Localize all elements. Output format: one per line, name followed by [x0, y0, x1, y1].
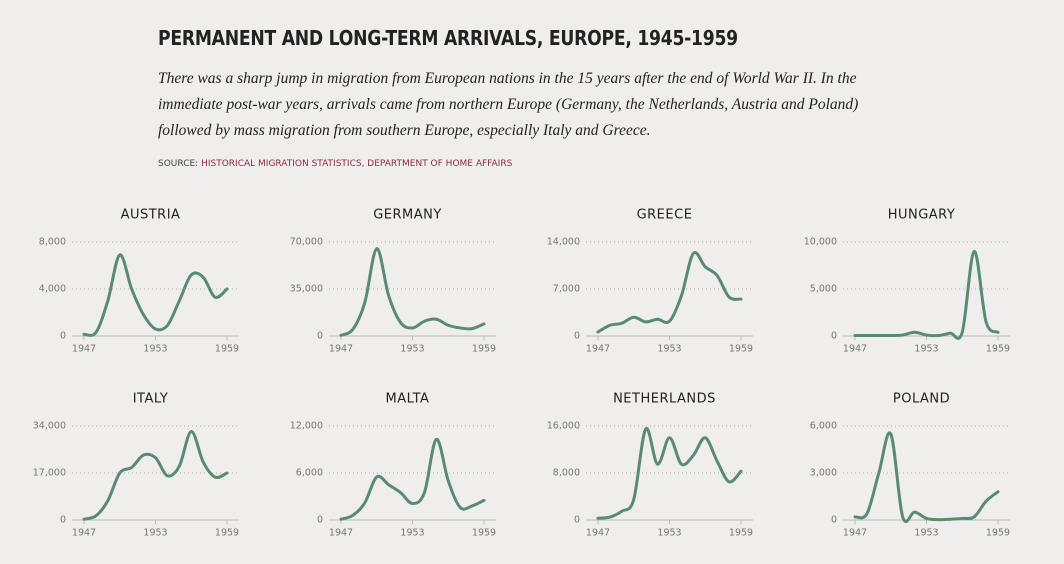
- chart-title: POLAND: [893, 392, 950, 407]
- y-tick-label: 5,000: [810, 284, 837, 295]
- chart-title: NETHERLANDS: [613, 392, 716, 407]
- data-line: [853, 249, 1000, 340]
- y-tick-label: 0: [317, 515, 323, 526]
- x-tick-label: 1953: [914, 344, 938, 355]
- y-tick-label: 0: [317, 331, 323, 342]
- data-line: [339, 437, 486, 521]
- chart-title: MALTA: [386, 392, 430, 407]
- x-tick-label: 1959: [472, 344, 496, 355]
- chart-title: GERMANY: [373, 208, 442, 223]
- x-tick-label: 1959: [986, 528, 1010, 539]
- data-line: [596, 427, 743, 520]
- x-tick-label: 1947: [586, 344, 610, 355]
- y-tick-label: 0: [574, 515, 580, 526]
- x-tick-label: 1953: [143, 344, 167, 355]
- y-tick-label: 17,000: [33, 468, 66, 479]
- y-tick-label: 0: [574, 331, 580, 342]
- subtitle: There was a sharp jump in migration from…: [158, 70, 859, 139]
- y-tick-label: 34,000: [33, 421, 66, 432]
- y-tick-label: 0: [831, 515, 837, 526]
- x-tick-label: 1947: [72, 528, 96, 539]
- x-tick-label: 1959: [472, 528, 496, 539]
- y-tick-label: 0: [831, 331, 837, 342]
- x-tick-label: 1959: [986, 344, 1010, 355]
- x-tick-label: 1959: [215, 344, 239, 355]
- x-tick-label: 1953: [657, 528, 681, 539]
- y-tick-label: 70,000: [290, 237, 323, 248]
- y-tick-label: 4,000: [39, 284, 66, 295]
- y-tick-label: 6,000: [810, 421, 837, 432]
- y-tick-label: 8,000: [39, 237, 66, 248]
- x-tick-label: 1959: [215, 528, 239, 539]
- source: SOURCE: HISTORICAL MIGRATION STATISTICS,…: [158, 159, 512, 169]
- y-tick-label: 6,000: [296, 468, 323, 479]
- data-line: [339, 247, 486, 337]
- x-tick-label: 1953: [400, 344, 424, 355]
- x-tick-label: 1947: [843, 344, 867, 355]
- y-tick-label: 3,000: [810, 468, 837, 479]
- x-tick-label: 1947: [843, 528, 867, 539]
- data-line: [853, 431, 1000, 524]
- title: PERMANENT AND LONG-TERM ARRIVALS, EUROPE…: [158, 26, 738, 50]
- source-link[interactable]: HISTORICAL MIGRATION STATISTICS, DEPARTM…: [201, 159, 513, 169]
- x-tick-label: 1947: [586, 528, 610, 539]
- chart-title: GREECE: [637, 208, 693, 223]
- y-tick-label: 35,000: [290, 284, 323, 295]
- data-line: [82, 253, 229, 337]
- x-tick-label: 1947: [329, 528, 353, 539]
- x-tick-label: 1953: [914, 528, 938, 539]
- y-tick-label: 10,000: [804, 237, 837, 248]
- x-tick-label: 1947: [72, 344, 96, 355]
- x-tick-label: 1959: [729, 344, 753, 355]
- y-tick-label: 0: [60, 331, 66, 342]
- x-tick-label: 1953: [400, 528, 424, 539]
- y-tick-label: 12,000: [290, 421, 323, 432]
- x-tick-label: 1953: [657, 344, 681, 355]
- chart-title: HUNGARY: [888, 208, 956, 223]
- y-tick-label: 7,000: [553, 284, 580, 295]
- data-line: [82, 430, 229, 521]
- y-tick-label: 0: [60, 515, 66, 526]
- x-tick-label: 1953: [143, 528, 167, 539]
- y-tick-label: 8,000: [553, 468, 580, 479]
- source-label: SOURCE:: [158, 159, 199, 169]
- y-tick-label: 14,000: [547, 237, 580, 248]
- x-tick-label: 1959: [729, 528, 753, 539]
- chart-title: AUSTRIA: [121, 208, 181, 223]
- y-tick-label: 16,000: [547, 421, 580, 432]
- data-line: [596, 250, 743, 334]
- x-tick-label: 1947: [329, 344, 353, 355]
- chart-title: ITALY: [133, 392, 169, 407]
